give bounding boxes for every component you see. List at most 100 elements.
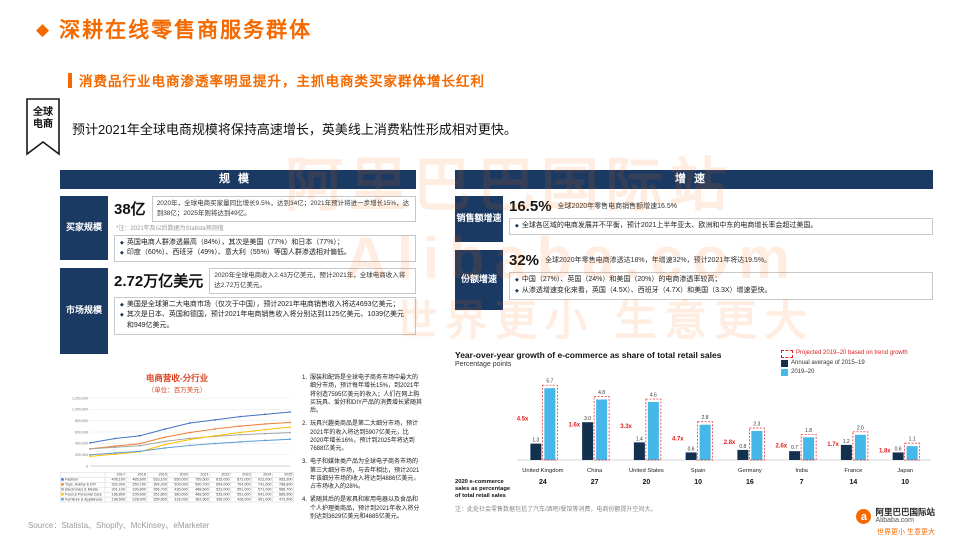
svg-text:0.8: 0.8 — [739, 444, 746, 450]
projected-dashed-box — [852, 431, 869, 461]
bullet-item: ◆ 中国（27%）、英国（24%）和美国（20%）的电商渗透率较高； — [515, 275, 927, 286]
bar-chart: 1.3 5.7 4.5x 3.0 4.8 1.6x 1.4 4.6 3.3x 0.6 2.8 4.7x… — [517, 379, 931, 461]
bar-footer-value: 24 — [538, 478, 547, 486]
series-marker-icon — [61, 497, 64, 501]
svg-text:1,200,000: 1,200,000 — [72, 396, 88, 400]
numbered-note: 4. 紧随其后的是家具和家用电器以及食品和个人护理类商品，预计到2021年收入将分… — [301, 497, 420, 520]
line-chart-block: 电商营收-分行业 （单位：百万美元） 0 200,000 400,000 600,00… — [60, 372, 294, 506]
buyer-scale-value: 38亿 — [114, 201, 146, 218]
intro-text: 预计2021年全球电商规模将保持高速增长，英美线上消费粘性形成相对更快。 — [72, 122, 517, 137]
bar-chart-subtitle: Percentage points — [455, 361, 512, 368]
bar-footer-value: 10 — [694, 478, 703, 486]
series-marker-icon — [61, 477, 64, 481]
bullet-item: ◆ 美国是全球第二大电商市场（仅次于中国），预计2021年电商销售收入将达4693… — [120, 300, 410, 311]
projected-dashed-box — [800, 433, 817, 461]
slide-header: ◆ 深耕在线零售商服务群体 — [36, 14, 312, 44]
growth-panel-header: 增速 — [455, 170, 933, 189]
bar-2019-20 — [544, 388, 556, 460]
scale-panel-header: 规模 — [60, 170, 416, 189]
bar-annual-average — [685, 452, 697, 460]
svg-text:400,000: 400,000 — [75, 442, 88, 446]
bar-footer-value: 16 — [745, 478, 754, 486]
multiplier-label: 1.8x — [879, 448, 891, 454]
series-marker-icon — [61, 482, 64, 486]
sales-growth-bullets: ◆ 全球各区域的电商发展并不平衡，预计2021上半年亚太、欧洲和中东的电商增长率会… — [509, 218, 933, 235]
share-growth-value: 32% — [509, 252, 540, 269]
bar-footer-value: 10 — [901, 478, 910, 486]
diamond-icon: ◆ — [36, 19, 50, 39]
multiplier-label: 2.6x — [775, 444, 787, 450]
multiplier-label: 1.6x — [568, 423, 580, 429]
notes-column: 1. 服装和配饰是全球电子商务市场中最大的细分市场，预计每年增长15%，到2021… — [300, 374, 422, 526]
line-chart-subtitle: （单位：百万美元） — [147, 387, 207, 394]
multiplier-label: 1.7x — [827, 442, 839, 448]
line-chart: 0 200,000 400,000 600,000 800,000 1,000,000 1,… — [72, 396, 291, 468]
projected-dashed-box — [904, 442, 920, 461]
multiplier-label: 4.5x — [517, 416, 529, 422]
bar-category-label: France — [844, 468, 863, 474]
bar-2019-20 — [751, 431, 763, 460]
bar-chart-legend: Projected 2019–20 based on trend growth … — [781, 350, 933, 378]
line-chart-table-row: Toys, Hobby & DIY 302,000 350,700 394,200 50… — [60, 481, 294, 488]
bar-footer-value: 7 — [799, 478, 804, 486]
source-line: Source：Statista、Shopify、McKinsey、eMarket… — [28, 521, 210, 530]
svg-text:0.6: 0.6 — [895, 446, 902, 452]
svg-text:1.1: 1.1 — [909, 437, 916, 443]
svg-text:600,000: 600,000 — [75, 430, 88, 434]
bar-category-label: India — [795, 468, 808, 474]
bullet-item: ◆ 从渗透增速变化来看，英国（4.5X）、西班牙（4.7X）和美国（3.3X）增速… — [515, 286, 927, 297]
svg-text:1.2: 1.2 — [843, 439, 850, 445]
bullet-diamond-icon: ◆ — [120, 239, 124, 246]
bar-annual-average — [892, 452, 904, 460]
share-growth-bullets: ◆ 中国（27%）、英国（24%）和美国（20%）的电商渗透率较高； ◆ 从渗透增速变… — [509, 272, 933, 300]
svg-text:2.0: 2.0 — [857, 425, 864, 431]
svg-text:0: 0 — [86, 464, 88, 468]
line-chart-data-table-wrap: 2017 2018 2019 2020 2021 2022 2023 2024 2025 Fash… — [60, 472, 294, 506]
bar-footer-value: 20 — [642, 478, 651, 486]
bar-2019-20 — [596, 399, 608, 460]
svg-text:5.7: 5.7 — [546, 379, 553, 385]
bar-annual-average — [789, 451, 801, 460]
svg-text:1.8: 1.8 — [805, 428, 812, 434]
market-scale-row: 市场规模 2.72万亿美元 2020年全球电商收入2.43万亿美元，预计2021… — [60, 268, 416, 354]
bar-category-label: United Kingdom — [522, 468, 564, 474]
legend-average-swatch — [781, 360, 788, 367]
buyer-scale-desc: 2020年，全球电商买家量同比增长9.5%，达到34亿；2021年预计将进一步增… — [151, 196, 416, 222]
legend-average-label: Annual average of 2015–19 — [791, 360, 865, 366]
svg-text:200,000: 200,000 — [75, 453, 88, 457]
bookmark-tag-icon: 全球 电商 — [26, 98, 60, 156]
bar-chart-note: 注：此处社会零售数据包括了汽车/酒吧/餐馆等消费，电商份额提升空间大。 — [455, 507, 657, 514]
svg-text:1,000,000: 1,000,000 — [72, 408, 88, 412]
line-chart-table-row: Food & Personal Care 168,800 209,900 251,80… — [60, 491, 294, 498]
bullet-diamond-icon: ◆ — [120, 312, 124, 319]
bar-annual-average — [840, 444, 852, 460]
bar-annual-average — [530, 443, 542, 460]
alibaba-logo-icon: a — [856, 509, 872, 525]
subtitle-text: 消费品行业电商渗透率明显提升，主抓电商类买家群体增长红利 — [79, 74, 485, 89]
line-chart-data-table: 2017 2018 2019 2020 2021 2022 2023 2024 2025 Fash… — [60, 472, 294, 503]
sales-growth-value: 16.5% — [509, 198, 552, 215]
bar-footer-value: 27 — [590, 478, 599, 486]
bar-2019-20 — [803, 437, 815, 460]
bar-annual-average — [633, 442, 645, 460]
buyer-scale-note: *注：2021年及以后数据为Statista预测值 — [116, 225, 224, 232]
projected-dashed-box — [593, 396, 610, 461]
market-scale-bullets: ◆ 美国是全球第二大电商市场（仅次于中国），预计2021年电商销售收入将达4693… — [114, 296, 416, 336]
bullet-diamond-icon: ◆ — [120, 301, 124, 308]
legend-2019-20-swatch — [781, 369, 788, 377]
multiplier-label: 2.8x — [724, 440, 736, 446]
bullet-diamond-icon: ◆ — [120, 250, 124, 257]
bar-2019-20 — [906, 446, 918, 460]
bullet-item: ◆ 英国电商人群渗透最高（84%），其次是美国（77%）和日本（77%）； — [120, 238, 410, 249]
bookmark-label-line2: 电商 — [33, 117, 53, 130]
svg-text:4.8: 4.8 — [598, 390, 605, 396]
legend-projected-label: Projected 2019–20 based on trend growth — [796, 350, 908, 356]
slide-subtitle: 消费品行业电商渗透率明显提升，主抓电商类买家群体增长红利 — [68, 70, 485, 90]
line-chart-table-row: Fashion 408,100 485,600 533,100 650,000 759,5… — [60, 476, 294, 483]
bar-2019-20 — [854, 434, 866, 460]
bookmark-label-line1: 全球 — [32, 105, 54, 118]
bar-footer-value: 14 — [849, 478, 858, 486]
buyer-scale-label: 买家规模 — [60, 196, 108, 260]
svg-text:2.8: 2.8 — [702, 415, 709, 421]
svg-text:1.4: 1.4 — [636, 436, 643, 442]
